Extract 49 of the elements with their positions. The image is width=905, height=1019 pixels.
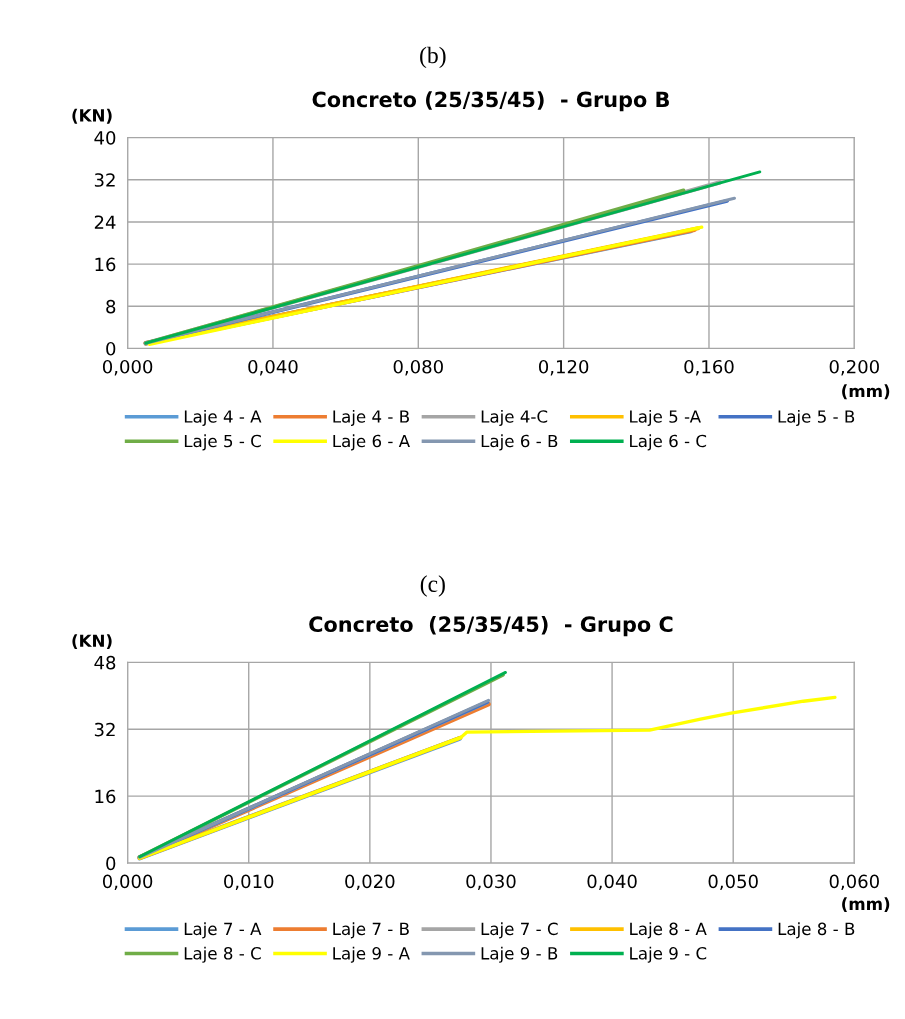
legend-label: Laje 4 - B bbox=[333, 409, 409, 427]
x-axis-title: (mm) bbox=[842, 897, 890, 913]
legend-label: Laje 8 - C bbox=[184, 946, 261, 963]
x-tick-label: 0,020 bbox=[345, 874, 395, 891]
x-tick-label: 0,000 bbox=[102, 359, 153, 376]
legend-label: Laje 7 - B bbox=[333, 922, 409, 939]
y-tick-label: 0 bbox=[106, 341, 116, 356]
legend-label: Laje 5 - B bbox=[778, 409, 855, 427]
x-axis-title: (mm) bbox=[842, 384, 890, 400]
legend-label: Laje 8 - A bbox=[630, 922, 707, 939]
y-tick-label: 32 bbox=[94, 173, 115, 187]
legend-label: Laje 7 - C bbox=[481, 922, 558, 939]
x-tick-label: 0,050 bbox=[708, 874, 758, 891]
legend-label: Laje 9 - B bbox=[481, 946, 558, 963]
legend-label: Laje 5 -A bbox=[630, 409, 701, 427]
legend-label: Laje 5 - C bbox=[184, 434, 261, 451]
y-tick-label: 8 bbox=[106, 299, 116, 314]
x-tick-label: 0,060 bbox=[829, 874, 879, 891]
x-tick-label: 0,010 bbox=[224, 874, 274, 891]
y-tick-label: 16 bbox=[95, 789, 116, 804]
chart-title: Concreto (25/35/45) - Grupo B bbox=[312, 91, 669, 112]
x-tick-label: 0,040 bbox=[248, 359, 298, 376]
legend-label: Laje 7 - A bbox=[184, 922, 262, 939]
legend-label: Laje 8 - B bbox=[778, 922, 855, 939]
x-tick-label: 0,040 bbox=[587, 874, 637, 891]
text: (c) bbox=[420, 575, 445, 597]
x-tick-label: 0,030 bbox=[466, 874, 516, 891]
x-tick-label: 0,120 bbox=[538, 359, 589, 376]
legend-label: Laje 9 - C bbox=[630, 946, 707, 963]
y-tick-label: 0 bbox=[106, 856, 116, 871]
legend-label: Laje 4-C bbox=[481, 409, 548, 427]
x-tick-label: 0,160 bbox=[684, 359, 734, 376]
y-tick-label: 32 bbox=[94, 722, 115, 737]
y-axis-title: (KN) bbox=[72, 634, 112, 650]
text: (b) bbox=[420, 46, 446, 69]
y-tick-label: 40 bbox=[94, 131, 116, 145]
x-tick-label: 0,200 bbox=[829, 359, 879, 376]
legend-label: Laje 6 - A bbox=[333, 434, 410, 451]
y-axis-title: (KN) bbox=[72, 108, 112, 124]
y-tick-label: 16 bbox=[95, 257, 116, 272]
legend-label: Laje 9 - A bbox=[333, 946, 410, 963]
y-tick-label: 48 bbox=[94, 655, 116, 670]
legend-label: Laje 6 - C bbox=[630, 434, 707, 451]
x-tick-label: 0,000 bbox=[102, 874, 153, 891]
y-tick-label: 24 bbox=[94, 215, 116, 229]
legend-label: Laje 4 - A bbox=[184, 409, 262, 427]
x-tick-label: 0,080 bbox=[393, 359, 443, 376]
legend-label: Laje 6 - B bbox=[481, 434, 558, 451]
chart-title: Concreto (25/35/45) - Grupo C bbox=[309, 615, 673, 637]
